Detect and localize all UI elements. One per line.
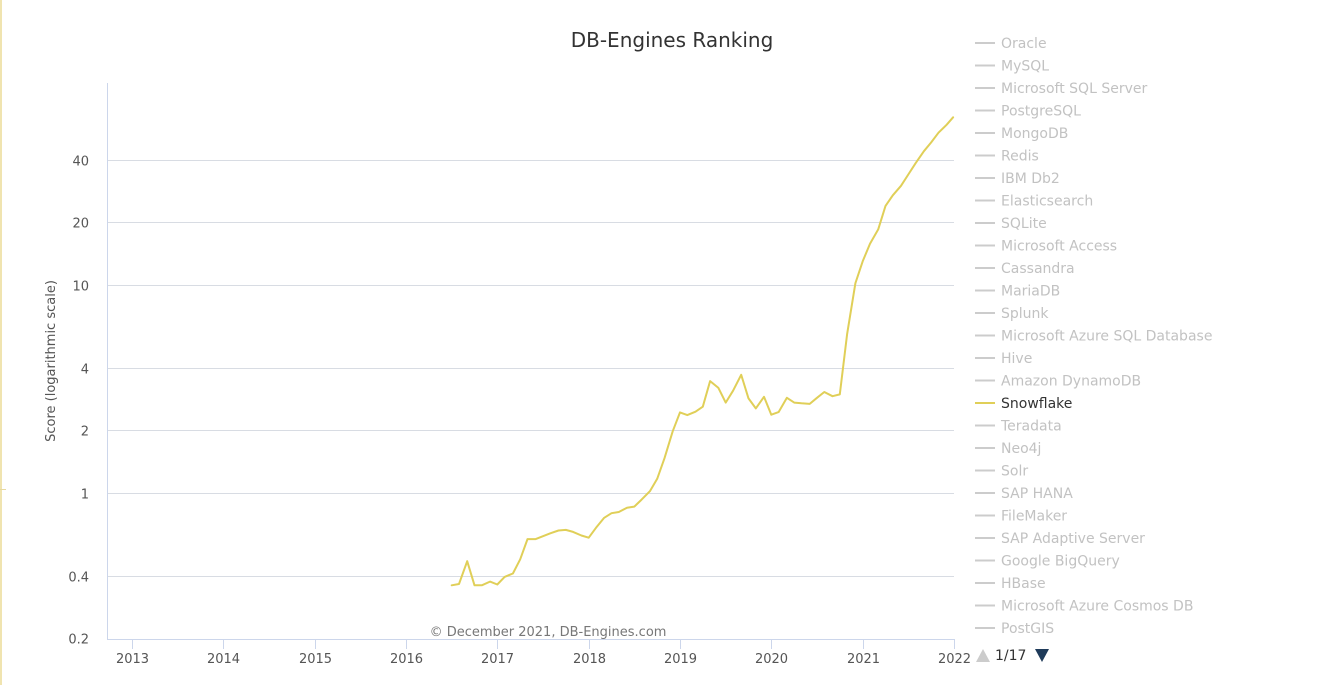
legend-item-label[interactable]: Cassandra <box>1001 261 1075 277</box>
legend-item[interactable]: SAP HANA <box>975 486 1073 502</box>
legend-item-label[interactable]: SAP Adaptive Server <box>1001 531 1145 547</box>
y-tick-label: 20 <box>72 217 89 232</box>
legend-item-label[interactable]: IBM Db2 <box>1001 171 1060 187</box>
y-tick-label: 2 <box>81 425 89 440</box>
x-tick-label: 2019 <box>664 652 697 667</box>
y-axis-label: Score (logarithmic scale) <box>44 280 59 442</box>
y-tick-label: 10 <box>72 280 89 295</box>
legend-item-label[interactable]: Microsoft SQL Server <box>1001 81 1147 97</box>
legend-item[interactable]: Microsoft Access <box>975 239 1117 255</box>
y-tick-label: 1 <box>81 488 89 503</box>
x-tick-label: 2018 <box>573 652 606 667</box>
series-layer <box>450 116 955 587</box>
left-frame-marker <box>0 489 6 490</box>
legend-item-label[interactable]: Redis <box>1001 149 1039 165</box>
y-tick-label: 40 <box>72 155 89 170</box>
legend-item-label[interactable]: Splunk <box>1001 306 1049 322</box>
legend-item-label[interactable]: MongoDB <box>1001 126 1068 142</box>
legend-item[interactable]: Microsoft SQL Server <box>975 81 1147 97</box>
x-tick-label: 2014 <box>207 652 240 667</box>
legend-item[interactable]: PostGIS <box>975 621 1054 637</box>
legend-navigation: 1/17 <box>976 648 1049 664</box>
legend-item-label[interactable]: Microsoft Access <box>1001 239 1117 255</box>
legend-item[interactable]: Cassandra <box>975 261 1075 277</box>
x-tick-label: 2021 <box>847 652 880 667</box>
y-tick-label: 0.2 <box>68 633 89 648</box>
left-frame-border <box>0 0 2 685</box>
legend-item-label[interactable]: PostgreSQL <box>1001 104 1081 120</box>
legend-item-label[interactable]: Neo4j <box>1001 441 1041 457</box>
x-tick-label: 2017 <box>481 652 514 667</box>
legend-item[interactable]: Solr <box>975 464 1028 480</box>
legend-item-label[interactable]: FileMaker <box>1001 509 1067 525</box>
legend-item[interactable]: Hive <box>975 351 1032 367</box>
legend-item[interactable]: PostgreSQL <box>975 104 1081 120</box>
legend-item[interactable]: Splunk <box>975 306 1049 322</box>
legend-item[interactable]: Snowflake <box>975 396 1072 412</box>
legend-item-label[interactable]: Oracle <box>1001 36 1047 52</box>
legend-item[interactable]: Neo4j <box>975 441 1041 457</box>
legend-item[interactable]: MariaDB <box>975 284 1060 300</box>
legend-item[interactable]: Oracle <box>975 36 1047 52</box>
legend-item-label[interactable]: MySQL <box>1001 59 1049 75</box>
legend-item-label[interactable]: Snowflake <box>1001 396 1072 412</box>
legend-item[interactable]: SAP Adaptive Server <box>975 531 1145 547</box>
legend-item[interactable]: SQLite <box>975 216 1047 232</box>
series-line-snowflake[interactable] <box>450 116 955 587</box>
x-axis-ticks: 2013 2014 2015 2016 2017 2018 2019 2020 2021 2022 <box>116 639 971 667</box>
legend-item-label[interactable]: Solr <box>1001 464 1028 480</box>
legend-item[interactable]: Teradata <box>975 419 1062 435</box>
legend-item-label[interactable]: Microsoft Azure SQL Database <box>1001 329 1212 345</box>
chart-title: DB-Engines Ranking <box>571 28 774 52</box>
legend-item-label[interactable]: HBase <box>1001 576 1046 592</box>
x-tick-label: 2016 <box>390 652 423 667</box>
x-tick-label: 2022 <box>938 652 971 667</box>
legend-item[interactable]: Google BigQuery <box>975 554 1120 570</box>
legend-item[interactable]: Microsoft Azure Cosmos DB <box>975 599 1193 615</box>
gridlines <box>107 160 954 577</box>
y-tick-label: 4 <box>81 363 89 378</box>
legend-item-label[interactable]: SAP HANA <box>1001 486 1073 502</box>
x-tick-label: 2013 <box>116 652 149 667</box>
legend-item[interactable]: MongoDB <box>975 126 1068 142</box>
legend-item[interactable]: IBM Db2 <box>975 171 1060 187</box>
legend-item-label[interactable]: Hive <box>1001 351 1032 367</box>
legend-item-label[interactable]: Microsoft Azure Cosmos DB <box>1001 599 1193 615</box>
legend-prev-arrow-icon[interactable] <box>976 649 990 662</box>
legend-page-indicator: 1/17 <box>995 648 1026 664</box>
legend-item-label[interactable]: Amazon DynamoDB <box>1001 374 1141 390</box>
legend-item[interactable]: HBase <box>975 576 1046 592</box>
legend-item[interactable]: Amazon DynamoDB <box>975 374 1141 390</box>
x-tick-label: 2020 <box>755 652 788 667</box>
y-axis-ticks: 0.2 0.4 1 2 4 10 20 40 <box>68 155 89 648</box>
legend-item[interactable]: Elasticsearch <box>975 194 1093 210</box>
legend-next-arrow-icon[interactable] <box>1035 649 1049 662</box>
legend-item-label[interactable]: PostGIS <box>1001 621 1054 637</box>
legend: Oracle MySQL Microsoft SQL Server PostgreSQ… <box>975 36 1212 637</box>
legend-item-label[interactable]: Google BigQuery <box>1001 554 1120 570</box>
legend-item[interactable]: Redis <box>975 149 1039 165</box>
legend-item-label[interactable]: SQLite <box>1001 216 1047 232</box>
legend-item[interactable]: MySQL <box>975 59 1049 75</box>
y-tick-label: 0.4 <box>68 571 89 586</box>
chart-credits[interactable]: © December 2021, DB-Engines.com <box>430 625 667 640</box>
x-tick-label: 2015 <box>299 652 332 667</box>
legend-item-label[interactable]: MariaDB <box>1001 284 1060 300</box>
legend-item[interactable]: Microsoft Azure SQL Database <box>975 329 1212 345</box>
legend-item-label[interactable]: Teradata <box>1000 419 1062 435</box>
legend-item-label[interactable]: Elasticsearch <box>1001 194 1093 210</box>
legend-item[interactable]: FileMaker <box>975 509 1067 525</box>
